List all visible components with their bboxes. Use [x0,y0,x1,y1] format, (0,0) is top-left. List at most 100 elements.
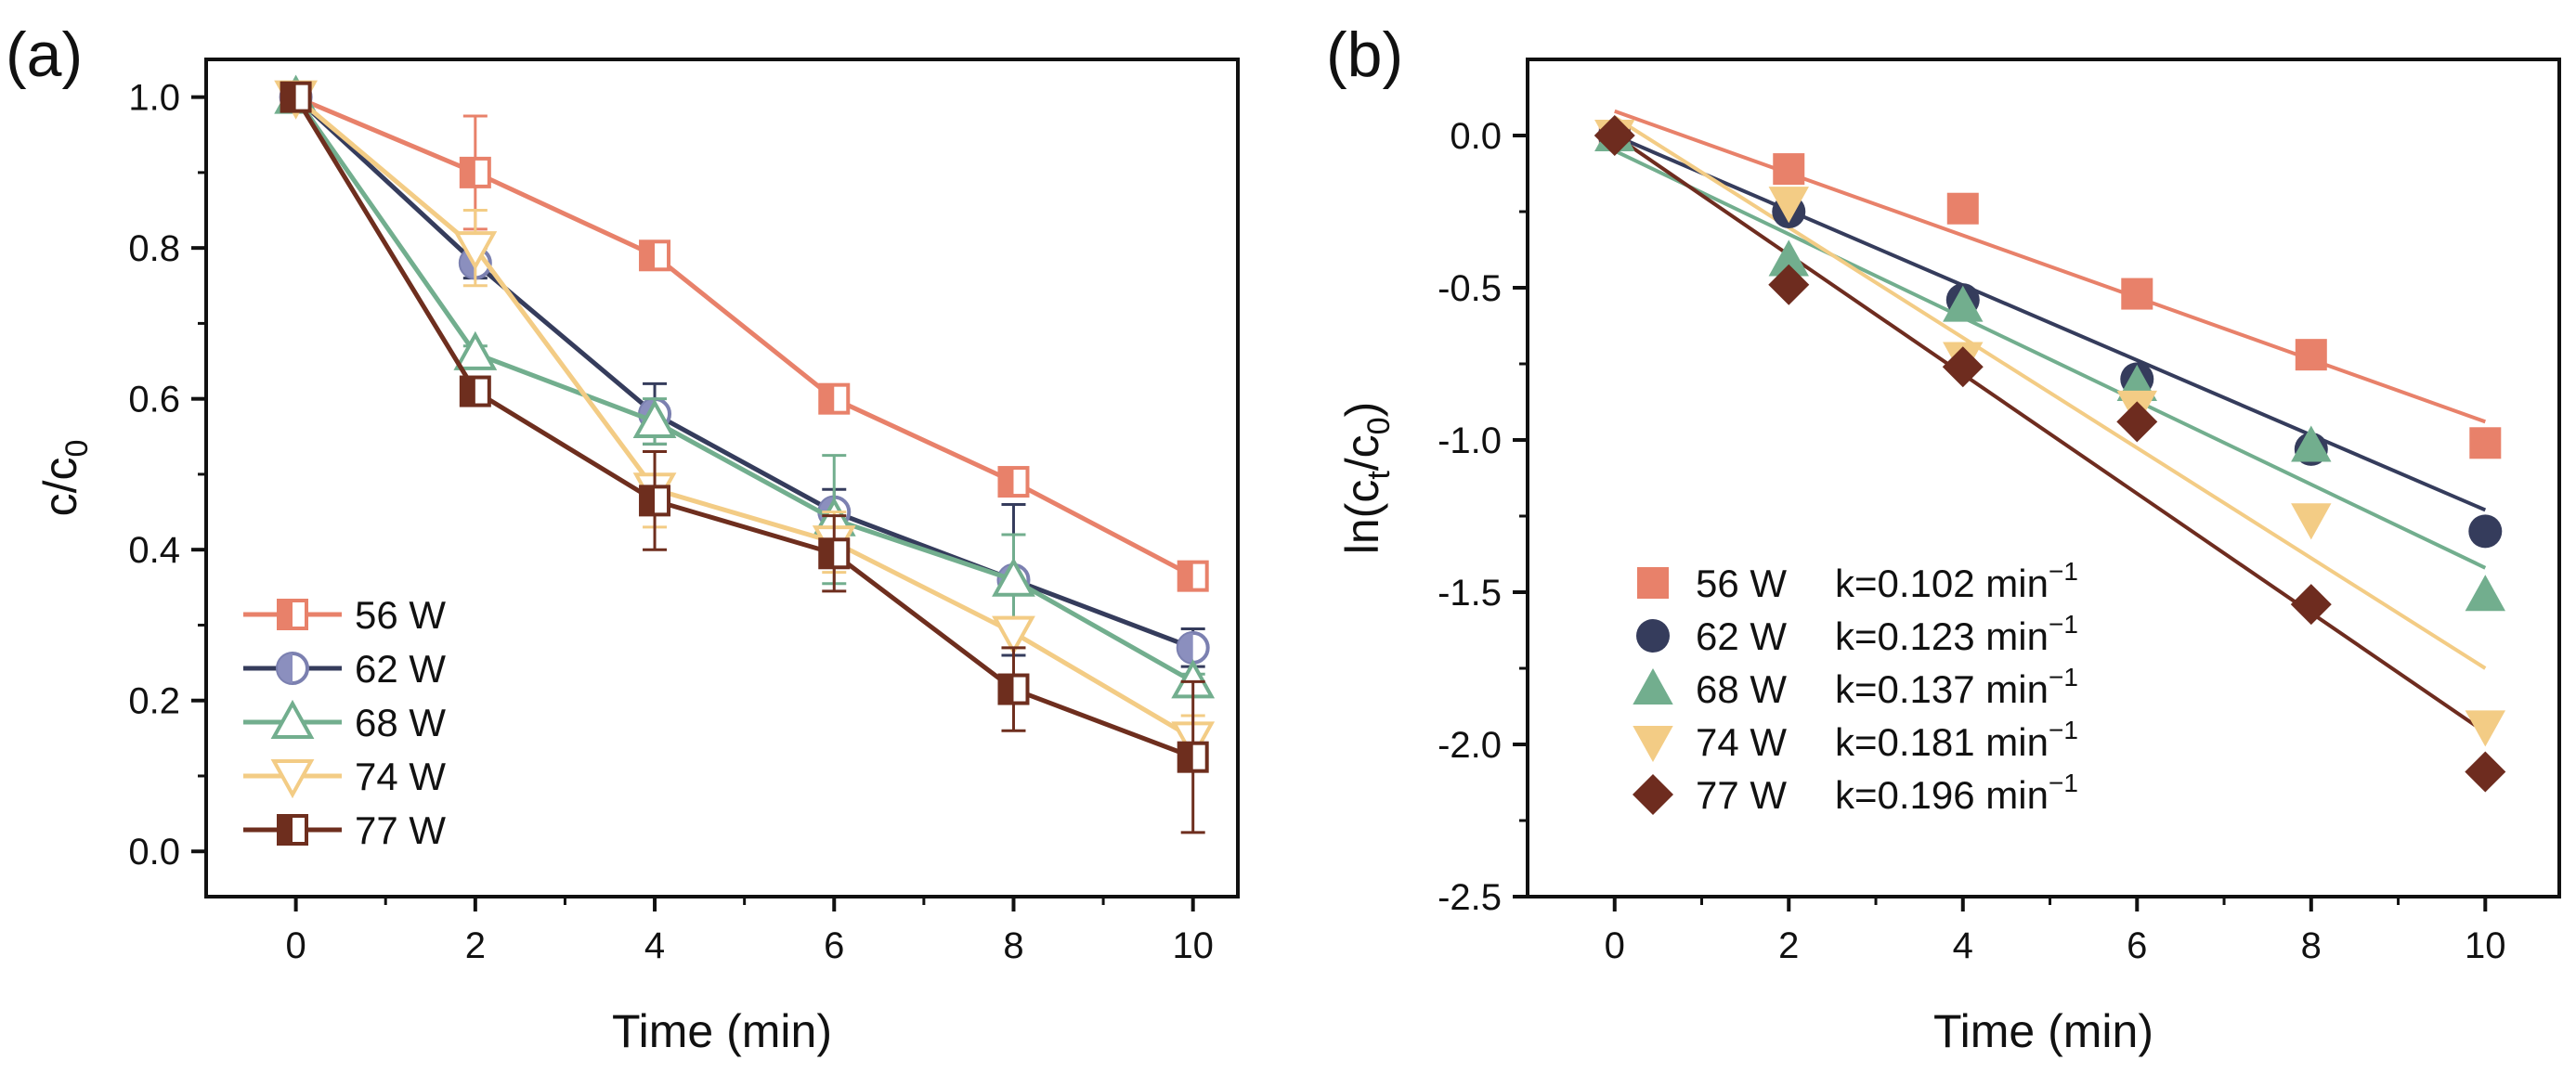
panel-a-y-tick-label: 1.0 [128,78,180,119]
data-point [997,466,1030,498]
panel-a-x-tick-label: 4 [644,925,665,966]
legend-item-74w: 74 W [243,755,446,799]
data-point [1943,285,1984,322]
legend-label: 77 W [1696,773,1787,817]
panel-b-x-tick-label: 0 [1605,925,1625,966]
data-point [1942,346,1984,388]
panel-a-x-tick-label: 10 [1172,925,1214,966]
series-68w [1613,149,2487,570]
data-point [2469,427,2502,459]
panel-b-y-tick-label: 0.0 [1450,116,1502,157]
series-points-62w [1597,119,2503,549]
panel-a-x-tick-label: 6 [824,925,844,966]
legend-label: 68 W [355,701,446,744]
panel-b-x-tick-label: 2 [1778,925,1799,966]
legend-item-68w: 68 W [243,699,446,744]
panel-a-chart: 0 2 4 6 8 10 0.0 0.2 0.4 0.6 0.8 1.0 Time (min) c/c0 5… [34,58,1240,1057]
legend-item-62w: 62 W k=0.123 min−1 [1636,610,2078,658]
data-point [2465,751,2506,793]
panel-b-y-axis-label: ln(ct/c0) [1336,402,1397,555]
legend-rate-constant: k=0.123 min−1 [1835,610,2078,658]
legend-item-62w: 62 W [243,647,446,691]
panel-b-y-tick-label: -2.0 [1438,725,1502,766]
data-point [639,485,671,517]
fit-line [1614,109,2486,424]
data-point [1176,630,1210,665]
legend-label: 62 W [1696,614,1787,658]
panel-b-plot-frame [1526,58,2561,898]
panel-b-label: (b) [1326,19,1403,90]
legend-marker [276,652,309,685]
series-62w [279,80,1210,668]
panel-a-y-tick-label: 0.8 [128,228,180,269]
series-77w [1613,134,2487,734]
legend-label: 74 W [355,755,446,798]
panel-b-chart: 0 2 4 6 8 10 0.0 -0.5 -1.0 -1.5 -2.0 -2.5 Time (min)… [1336,58,2561,1057]
series-points-77w [1594,115,2506,793]
legend-marker [277,814,308,846]
data-point [2465,710,2506,747]
data-point [1773,153,1805,186]
legend-marker [277,599,308,630]
panel-a-y-axis-label: c/c0 [34,440,95,517]
series-74w [1613,115,2487,670]
legend-label: 77 W [355,808,446,852]
data-point [2291,425,2332,462]
data-point [2465,575,2506,612]
data-point [453,330,498,370]
legend-rate-constant: k=0.196 min−1 [1835,769,2078,817]
data-point [2291,503,2332,540]
legend-item-74w: 74 W k=0.181 min−1 [1633,716,2078,764]
fit-line [1613,149,2487,570]
panel-b-x-tick-label: 6 [2127,925,2147,966]
legend-label: 62 W [355,647,446,691]
legend-marker [1637,567,1669,599]
data-point [1177,560,1209,592]
data-point [818,537,851,570]
legend-label: 56 W [1696,562,1787,605]
series-62w [1613,134,2487,512]
data-point [459,375,491,407]
data-point [2116,401,2158,443]
data-point [459,156,491,188]
data-point [992,615,1035,655]
panel-b-x-tick-label: 10 [2465,925,2506,966]
data-point [818,382,851,415]
panel-a-x-tick-label: 8 [1003,925,1023,966]
data-point [280,81,312,113]
legend-rate-constant: k=0.137 min−1 [1835,663,2078,711]
panel-b-y-tick-label: -0.5 [1438,268,1502,309]
panel-b-x-axis-label: Time (min) [1933,1005,2153,1057]
series-56w [1614,109,2486,424]
legend-marker [1636,619,1670,653]
panel-b-x-tick-label: 4 [1953,925,1973,966]
legend-item-56w: 56 W [243,593,446,637]
fit-line [1613,115,2487,670]
data-point [639,239,671,272]
series-line [293,95,1194,741]
data-point [1177,741,1209,773]
fit-line [1613,134,2487,512]
series-line [294,95,1194,578]
series-line [293,96,1194,684]
data-point [997,673,1030,705]
series-line [293,95,1194,651]
legend-label: 56 W [355,593,446,637]
legend-item-77w: 77 W [243,808,446,852]
panel-a-y-tick-label: 0.0 [128,832,180,873]
data-point [1768,264,1810,305]
data-point [2121,278,2153,310]
panel-b-y-tick-label: -1.5 [1438,573,1502,614]
data-point [1768,187,1809,224]
legend-item-56w: 56 W k=0.102 min−1 [1637,557,2078,605]
series-56w [280,81,1209,592]
panel-a-y-tick-label: 0.2 [128,681,180,722]
panel-a-x-tick-label: 0 [285,925,306,966]
legend-rate-constant: k=0.181 min−1 [1835,716,2078,764]
panel-a-label: (a) [6,19,83,90]
panel-b-y-tick-label: -1.0 [1438,420,1502,461]
data-point [2468,514,2503,549]
data-point [1946,192,1979,225]
panel-a-x-tick-label: 2 [465,925,486,966]
